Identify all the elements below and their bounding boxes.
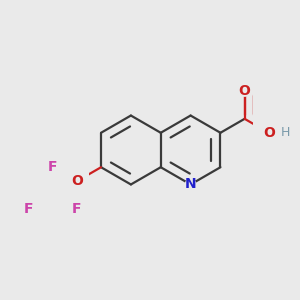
Circle shape	[72, 204, 82, 214]
Text: O: O	[263, 126, 275, 140]
Circle shape	[72, 176, 82, 186]
Text: H: H	[280, 126, 289, 139]
Text: F: F	[72, 202, 82, 216]
Circle shape	[239, 86, 250, 96]
Text: F: F	[48, 160, 58, 174]
Text: O: O	[239, 84, 250, 98]
Circle shape	[24, 204, 34, 214]
Text: N: N	[185, 178, 197, 191]
Circle shape	[185, 179, 196, 190]
Circle shape	[48, 162, 58, 172]
Circle shape	[263, 128, 274, 138]
Text: F: F	[24, 202, 33, 216]
Text: O: O	[71, 174, 83, 188]
